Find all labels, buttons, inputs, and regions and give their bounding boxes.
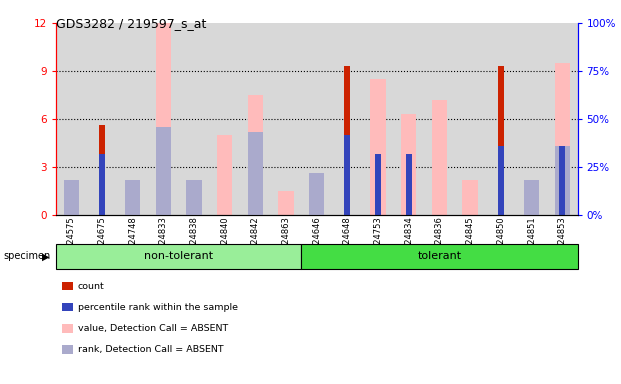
Bar	[401, 114, 417, 215]
Bar	[56, 23, 86, 215]
Bar	[498, 66, 504, 215]
Bar	[63, 180, 79, 215]
Bar	[301, 23, 332, 215]
Bar	[156, 23, 171, 215]
Bar	[99, 154, 105, 215]
Bar	[148, 23, 179, 215]
Bar	[394, 23, 424, 215]
Bar	[375, 154, 381, 215]
Text: ▶: ▶	[42, 251, 50, 262]
Bar	[240, 23, 271, 215]
Bar	[547, 23, 578, 215]
Bar	[125, 186, 140, 215]
Bar	[217, 135, 232, 215]
Bar	[271, 23, 301, 215]
Bar	[186, 180, 202, 215]
Bar	[125, 180, 140, 215]
Bar	[309, 174, 324, 215]
Bar	[463, 180, 478, 215]
Text: count: count	[78, 281, 104, 291]
Bar	[248, 132, 263, 215]
Bar	[524, 180, 539, 215]
Bar	[278, 191, 294, 215]
Bar	[156, 127, 171, 215]
Bar	[344, 135, 350, 215]
Bar	[86, 23, 117, 215]
Bar	[406, 154, 412, 215]
Bar	[179, 23, 209, 215]
Bar	[248, 95, 263, 215]
Bar	[559, 146, 565, 215]
Text: percentile rank within the sample: percentile rank within the sample	[78, 303, 238, 312]
Bar	[370, 79, 386, 215]
Bar	[63, 189, 79, 215]
Bar	[432, 100, 447, 215]
Bar	[486, 23, 516, 215]
Text: specimen: specimen	[3, 251, 50, 262]
Bar	[363, 23, 394, 215]
Text: rank, Detection Call = ABSENT: rank, Detection Call = ABSENT	[78, 345, 224, 354]
Bar	[455, 23, 486, 215]
Text: value, Detection Call = ABSENT: value, Detection Call = ABSENT	[78, 324, 228, 333]
Text: GDS3282 / 219597_s_at: GDS3282 / 219597_s_at	[56, 17, 206, 30]
Bar	[516, 23, 547, 215]
Bar	[99, 126, 105, 215]
Bar	[498, 146, 504, 215]
Bar	[424, 23, 455, 215]
Text: non-tolerant: non-tolerant	[144, 251, 213, 262]
Text: tolerant: tolerant	[417, 251, 461, 262]
Bar	[117, 23, 148, 215]
Bar	[555, 63, 570, 215]
Bar	[209, 23, 240, 215]
Bar	[344, 66, 350, 215]
Bar	[555, 146, 570, 215]
Bar	[332, 23, 363, 215]
